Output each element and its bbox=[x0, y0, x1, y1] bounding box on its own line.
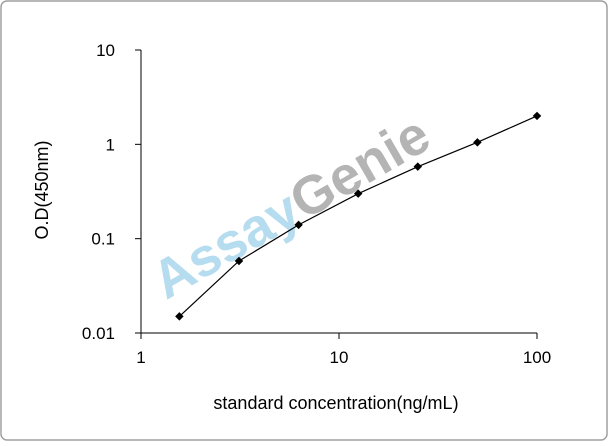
data-point bbox=[473, 138, 482, 147]
y-axis-label: O.D(450nm) bbox=[32, 140, 52, 239]
y-tick-label: 0.01 bbox=[82, 324, 115, 343]
x-tick-label: 100 bbox=[523, 348, 551, 367]
data-point bbox=[353, 189, 363, 198]
y-tick-label: 0.1 bbox=[91, 230, 115, 249]
data-point bbox=[234, 256, 244, 266]
y-tick-label: 1 bbox=[106, 135, 115, 154]
data-point bbox=[413, 162, 423, 171]
x-tick-label: 1 bbox=[136, 348, 145, 367]
data-point bbox=[175, 312, 184, 321]
x-tick-label: 10 bbox=[330, 348, 349, 367]
y-tick-label: 10 bbox=[96, 41, 115, 60]
data-point bbox=[294, 220, 303, 230]
x-axis-label: standard concentration(ng/mL) bbox=[213, 393, 458, 413]
